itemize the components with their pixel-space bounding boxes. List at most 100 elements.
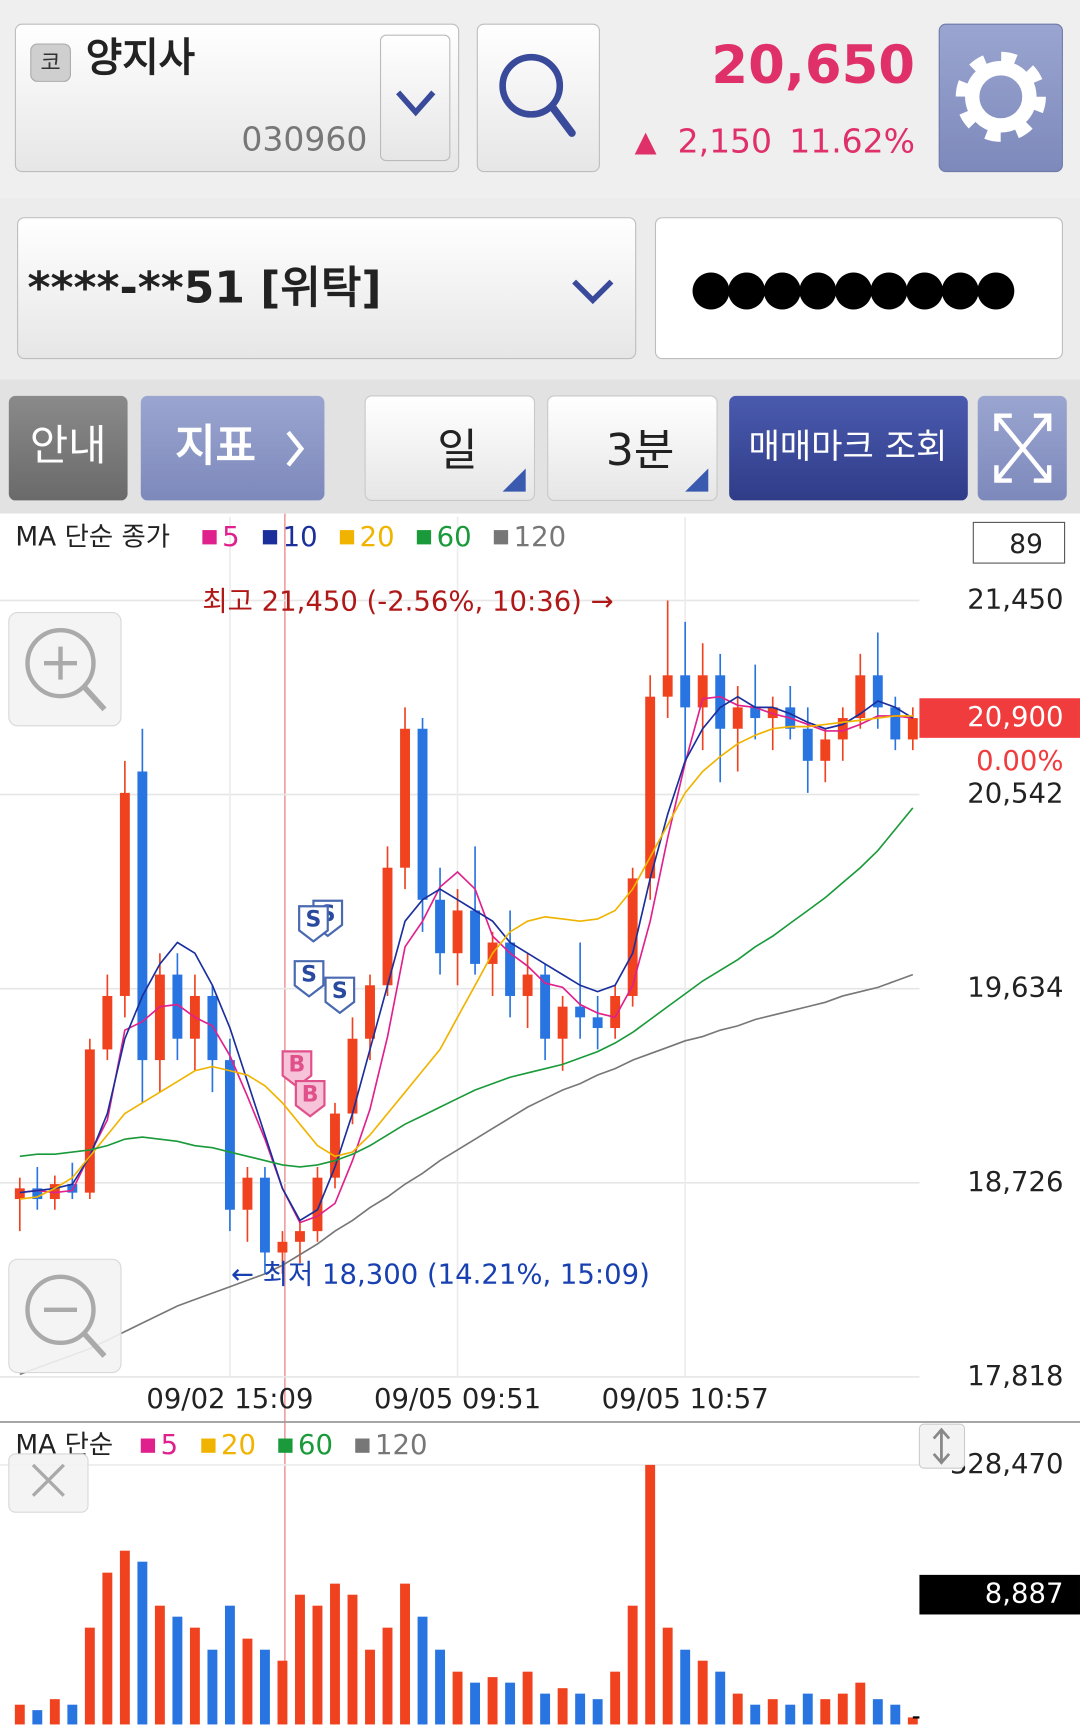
candle-body [224,1060,235,1210]
candle-body [137,771,148,1061]
volume-bar [400,1583,410,1725]
candle-body [330,1113,340,1178]
ma-line [19,807,914,1168]
candle-body [575,1006,586,1018]
candle-body [645,696,656,879]
candle-body [750,707,761,719]
trade-mark-shape [294,1079,326,1118]
search-icon-handle [548,102,576,137]
ma-line [19,715,913,1200]
resize-icon [932,1427,951,1465]
volume-bar [295,1594,305,1725]
legend-swatch [355,1438,370,1453]
interval-button[interactable] [547,395,718,501]
legend-swatch [339,530,355,545]
legend-swatch [201,1438,216,1453]
volume-bar [505,1682,516,1725]
candle-body [295,1231,305,1242]
candle-body [662,675,673,697]
volume-bar [785,1704,796,1725]
guide-button[interactable] [8,395,128,501]
trade-mark-shape [324,976,356,1015]
volume-bar [417,1616,428,1725]
count-box [972,521,1066,564]
candle-body [890,707,901,740]
volume-bar [592,1699,603,1725]
stock-code: 030960 [241,119,367,158]
candle-body [680,675,691,708]
candle-body [627,878,638,996]
volume-bar [767,1699,778,1725]
volume-bar [84,1627,95,1725]
candle-body [610,995,621,1029]
candle-body [32,1188,43,1200]
candle-body [154,974,165,1061]
zoom-icon [25,1274,96,1346]
market-badge: 코 [40,51,60,76]
stock-name: 양지사 [86,35,195,81]
chevron [572,279,614,305]
trade-mark-label: S [332,979,348,1004]
volume-bar [645,1464,656,1725]
close-pane-button[interactable] [8,1453,89,1513]
trade-mark-shape [293,960,325,998]
password: ●●●●●●●●● [690,259,1015,315]
candle-body [365,985,375,1039]
indicator-button[interactable] [140,395,325,501]
trade-mark-label: B [289,1053,306,1078]
volume-bar [662,1627,673,1725]
settings-button[interactable] [938,23,1063,173]
period-button[interactable] [364,395,536,501]
volume-bar [820,1699,831,1725]
candle-body [732,707,743,729]
trade-marks-button[interactable] [729,395,968,501]
volume-bar [522,1671,533,1725]
account-number: ****-**51 [위탁] [28,262,382,313]
legend-label: 5 [161,1429,179,1461]
period-label: 일 [437,425,477,476]
volume-bar [242,1638,253,1725]
y-tick-label: 17,818 [967,1360,1063,1392]
volume-bar [224,1605,235,1725]
stock-dropdown[interactable] [379,34,451,162]
change: 2,150 [678,121,772,160]
candle-body [400,728,410,868]
y-tick-label: 21,450 [967,583,1063,615]
legend-swatch [140,1438,156,1453]
x-tick-label: 09/05 09:51 [374,1383,541,1415]
legend-label: 60 [437,521,472,553]
trade-marks-label: 매매마크 조회 [748,427,947,467]
zoom-icon [81,684,107,712]
current-price: 20,900 [967,701,1063,733]
gear-body [965,61,1037,133]
candle-body [907,718,918,740]
legend-label: 10 [283,521,318,553]
volume-bar [487,1677,498,1725]
search-button[interactable] [476,23,600,173]
volume-bar [715,1671,726,1725]
volume-bar [470,1682,481,1725]
current-volume-box [919,1574,1080,1615]
candle-body [49,1184,60,1200]
legend-title: MA 단순 종가 [15,522,170,552]
volume-bar [14,1704,25,1725]
zoom-icon [25,627,96,699]
candle-body [172,974,183,1039]
volume-bar [32,1710,43,1725]
volume-bar [890,1704,901,1725]
legend-swatch [416,530,432,545]
change-rate: 11.62% [789,121,915,160]
candle-body [259,1177,270,1253]
y-tick-label: 18,726 [967,1166,1063,1198]
zoom-icon [44,646,77,680]
high-note: 최고 21,450 (-2.56%, 10:36) → [202,586,613,618]
stock-box[interactable] [14,23,460,173]
x-tick-label: 09/05 10:57 [602,1383,769,1415]
y-tick-label: 328,470 [950,1448,1064,1480]
candle-body [522,974,533,996]
password-box[interactable] [654,217,1063,360]
legend-swatch [278,1438,293,1453]
volume-bar [49,1699,60,1725]
account-box[interactable] [17,217,637,360]
